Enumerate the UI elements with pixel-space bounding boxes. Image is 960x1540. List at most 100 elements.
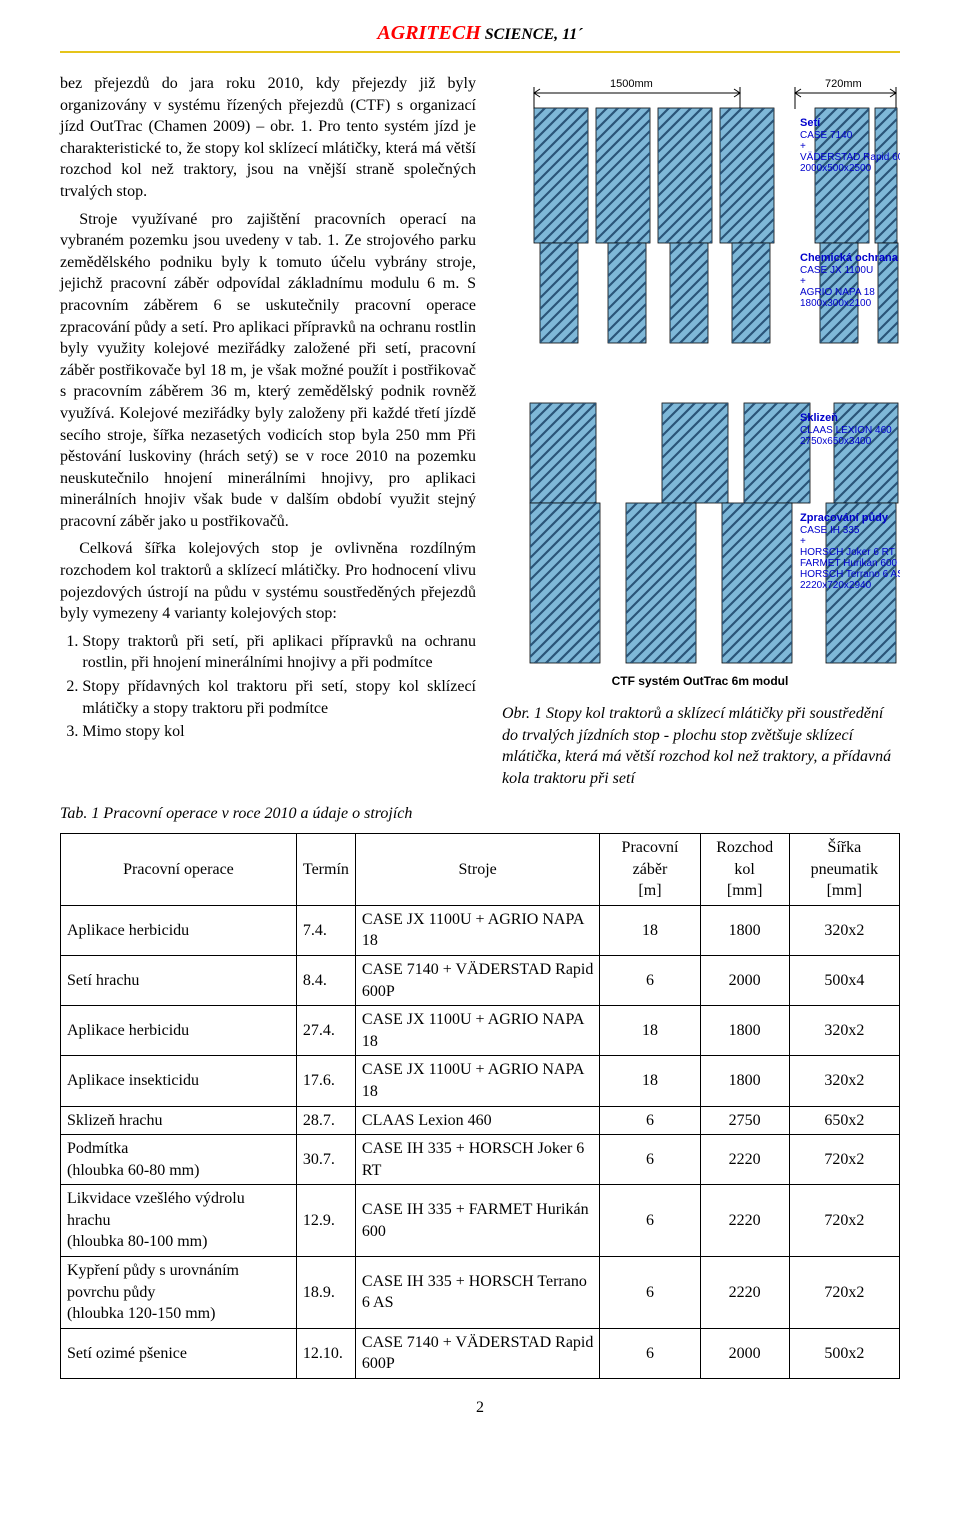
svg-text:2000x500x2500: 2000x500x2500 — [800, 163, 872, 174]
list-item: Mimo stopy kol — [82, 721, 476, 743]
table-row: Podmítka(hloubka 60-80 mm)30.7.CASE IH 3… — [61, 1135, 900, 1185]
svg-text:CLAAS LEXION 460: CLAAS LEXION 460 — [800, 425, 892, 436]
table-cell: Podmítka(hloubka 60-80 mm) — [61, 1135, 297, 1185]
table-cell: Aplikace herbicidu — [61, 1006, 297, 1056]
svg-text:Sklizeň: Sklizeň — [800, 412, 838, 424]
table-cell: Aplikace herbicidu — [61, 905, 297, 955]
header-rule — [60, 51, 900, 53]
table-cell: Aplikace insekticidu — [61, 1056, 297, 1106]
figure-caption: Obr. 1 Stopy kol traktorů a sklízecí mlá… — [500, 703, 900, 789]
table-row: Aplikace herbicidu27.4.CASE JX 1100U + A… — [61, 1006, 900, 1056]
dim-left: 1500mm — [610, 78, 653, 90]
list-item: Stopy přídavných kol traktoru při setí, … — [82, 676, 476, 719]
figure-column: 1500mm 720mm SetíCASE 7140+VÄDERSTAD Rap… — [500, 73, 900, 789]
table-cell: 320x2 — [789, 1006, 899, 1056]
svg-text:2220x720x2940: 2220x720x2940 — [800, 580, 872, 591]
table-cell: CASE IH 335 + HORSCH Joker 6 RT — [355, 1135, 599, 1185]
svg-text:1800x300x2100: 1800x300x2100 — [800, 298, 872, 309]
table-cell: 18 — [600, 1056, 700, 1106]
table-cell: CASE JX 1100U + AGRIO NAPA 18 — [355, 1006, 599, 1056]
two-column-layout: bez přejezdů do jara roku 2010, kdy přej… — [60, 73, 900, 789]
table-cell: 650x2 — [789, 1106, 899, 1135]
table-cell: 2750 — [700, 1106, 789, 1135]
table-row: Kypření půdy s urovnáním povrchu půdy(hl… — [61, 1257, 900, 1329]
svg-text:CASE JX 1100U: CASE JX 1100U — [800, 265, 873, 276]
table-row: Sklizeň hrachu28.7.CLAAS Lexion 46062750… — [61, 1106, 900, 1135]
table-cell: CLAAS Lexion 460 — [355, 1106, 599, 1135]
table-row: Aplikace insekticidu17.6.CASE JX 1100U +… — [61, 1056, 900, 1106]
table-cell: 1800 — [700, 905, 789, 955]
svg-text:HORSCH Joker 6 RT: HORSCH Joker 6 RT — [800, 547, 895, 558]
table-cell: 18 — [600, 1006, 700, 1056]
svg-text:Setí: Setí — [800, 117, 821, 129]
table-cell: 6 — [600, 1185, 700, 1257]
table-cell: 2000 — [700, 955, 789, 1005]
table-header: Pracovní záběr[m] — [600, 833, 700, 905]
svg-text:HORSCH Terrano 6 AS: HORSCH Terrano 6 AS — [800, 569, 900, 580]
publication-title: AGRITECH SCIENCE, 11´ — [60, 20, 900, 47]
header-main: AGRITECH — [377, 22, 480, 44]
table-cell: 18.9. — [296, 1257, 355, 1329]
table-cell: CASE IH 335 + HORSCH Terrano 6 AS — [355, 1257, 599, 1329]
svg-text:CASE 7140: CASE 7140 — [800, 130, 853, 141]
svg-text:+: + — [800, 141, 806, 152]
figure-1-diagram: 1500mm 720mm SetíCASE 7140+VÄDERSTAD Rap… — [500, 73, 900, 693]
svg-text:+: + — [800, 536, 806, 547]
table-cell: Setí hrachu — [61, 955, 297, 1005]
table-cell: Kypření půdy s urovnáním povrchu půdy(hl… — [61, 1257, 297, 1329]
dim-right: 720mm — [825, 78, 862, 90]
table-cell: 6 — [600, 1135, 700, 1185]
table-cell: 320x2 — [789, 905, 899, 955]
table-header: Rozchod kol[mm] — [700, 833, 789, 905]
table-cell: 2220 — [700, 1135, 789, 1185]
table-row: Likvidace vzešlého výdrolu hrachu(hloubk… — [61, 1185, 900, 1257]
table-cell: 1800 — [700, 1006, 789, 1056]
table-cell: 18 — [600, 905, 700, 955]
table-cell: 6 — [600, 955, 700, 1005]
table-cell: 6 — [600, 1257, 700, 1329]
operations-table: Pracovní operaceTermínStrojePracovní záb… — [60, 833, 900, 1379]
table-cell: 2000 — [700, 1328, 789, 1378]
table-cell: 7.4. — [296, 905, 355, 955]
table-header: Stroje — [355, 833, 599, 905]
table-cell: 8.4. — [296, 955, 355, 1005]
table-cell: 17.6. — [296, 1056, 355, 1106]
svg-text:VÄDERSTAD Rapid 600P: VÄDERSTAD Rapid 600P — [800, 151, 900, 163]
table-cell: CASE JX 1100U + AGRIO NAPA 18 — [355, 905, 599, 955]
svg-text:FARMET Hurikán 600: FARMET Hurikán 600 — [800, 558, 898, 569]
table-caption: Tab. 1 Pracovní operace v roce 2010 a úd… — [60, 803, 900, 825]
table-cell: Likvidace vzešlého výdrolu hrachu(hloubk… — [61, 1185, 297, 1257]
table-cell: Sklizeň hrachu — [61, 1106, 297, 1135]
body-text-column: bez přejezdů do jara roku 2010, kdy přej… — [60, 73, 476, 789]
table-cell: Setí ozimé pšenice — [61, 1328, 297, 1378]
table-header: Šířka pneumatik[mm] — [789, 833, 899, 905]
table-cell: 2220 — [700, 1257, 789, 1329]
table-cell: 320x2 — [789, 1056, 899, 1106]
figure-footer: CTF systém OutTrac 6m modul — [612, 674, 789, 688]
table-cell: 12.9. — [296, 1185, 355, 1257]
list-item: Stopy traktorů při setí, při aplikaci př… — [82, 631, 476, 674]
svg-text:2750x650x3400: 2750x650x3400 — [800, 436, 872, 447]
body-paragraph: Celková šířka kolejových stop je ovlivně… — [60, 538, 476, 624]
table-cell: 720x2 — [789, 1185, 899, 1257]
header-sub: SCIENCE, 11´ — [481, 26, 583, 43]
table-row: Setí hrachu8.4.CASE 7140 + VÄDERSTAD Rap… — [61, 955, 900, 1005]
table-header: Termín — [296, 833, 355, 905]
table-cell: 720x2 — [789, 1257, 899, 1329]
svg-text:Chemická ochrana rostlin: Chemická ochrana rostlin — [800, 252, 900, 264]
body-paragraph: Stroje využívané pro zajištění pracovníc… — [60, 209, 476, 533]
table-cell: 28.7. — [296, 1106, 355, 1135]
table-cell: 500x2 — [789, 1328, 899, 1378]
table-cell: CASE JX 1100U + AGRIO NAPA 18 — [355, 1056, 599, 1106]
table-cell: 27.4. — [296, 1006, 355, 1056]
table-cell: 1800 — [700, 1056, 789, 1106]
svg-text:AGRIO NAPA 18: AGRIO NAPA 18 — [800, 287, 875, 298]
table-cell: 6 — [600, 1328, 700, 1378]
table-header: Pracovní operace — [61, 833, 297, 905]
svg-text:+: + — [800, 276, 806, 287]
table-row: Setí ozimé pšenice12.10.CASE 7140 + VÄDE… — [61, 1328, 900, 1378]
table-cell: 2220 — [700, 1185, 789, 1257]
table-cell: 720x2 — [789, 1135, 899, 1185]
table-cell: CASE 7140 + VÄDERSTAD Rapid 600P — [355, 1328, 599, 1378]
variant-list: Stopy traktorů při setí, při aplikaci př… — [60, 631, 476, 743]
